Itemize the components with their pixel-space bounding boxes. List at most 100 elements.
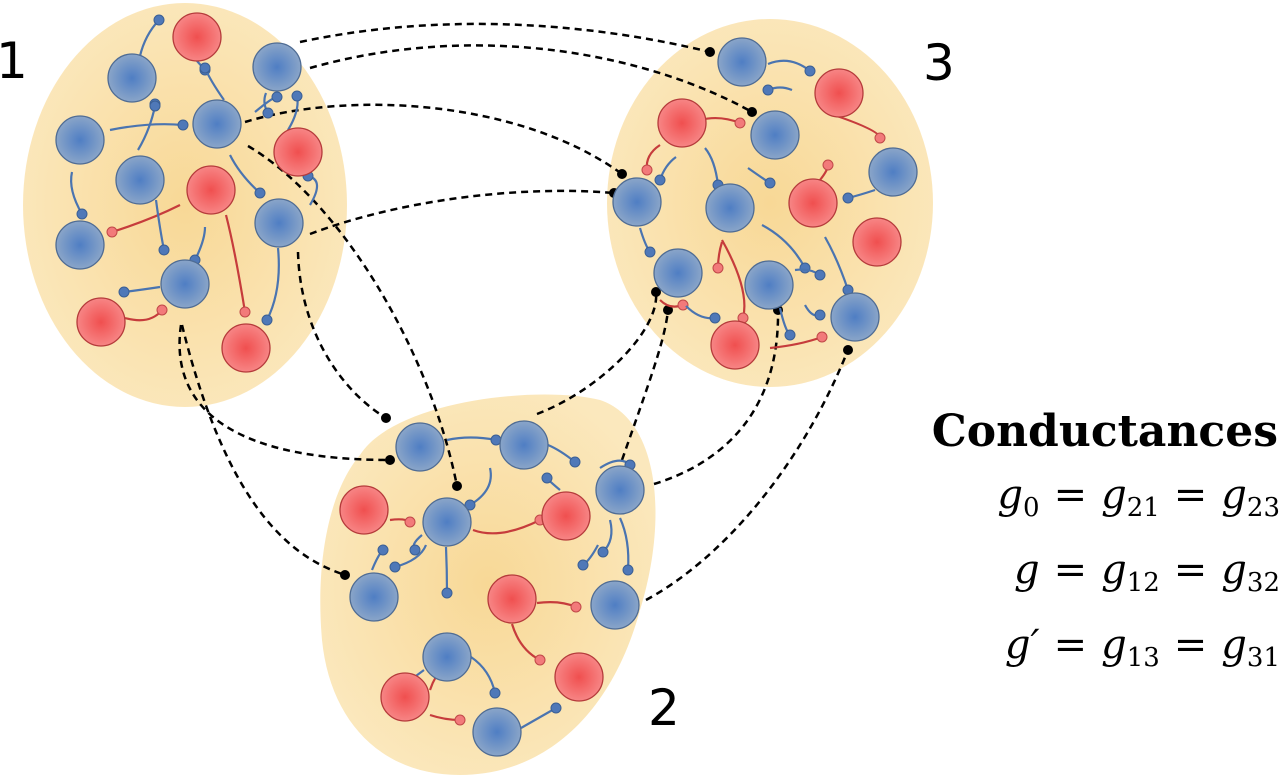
excitatory-synapse <box>109 123 184 132</box>
inter-cluster-edge <box>620 309 670 461</box>
inhibitory-synapse <box>111 204 181 234</box>
excitatory-neuron-cluster-2 <box>349 572 399 622</box>
synapse-terminal <box>489 687 501 699</box>
synapse-terminal <box>389 561 401 573</box>
synapse-terminal <box>762 84 774 96</box>
excitatory-neuron-cluster-1 <box>252 42 302 92</box>
inter-cluster-edge <box>309 189 615 236</box>
synapse-terminal <box>199 62 211 74</box>
synapse-terminal <box>534 654 546 666</box>
inter-edge-terminal <box>705 47 715 57</box>
excitatory-neuron-cluster-3 <box>744 260 794 310</box>
synapse-terminal <box>842 192 854 204</box>
inhibitory-neuron-cluster-1 <box>186 165 236 215</box>
excitatory-neuron-cluster-1 <box>192 99 242 149</box>
eq2-equals-b: = <box>1173 547 1208 593</box>
synapse-terminal <box>239 306 251 318</box>
cluster-label-2: 2 <box>648 679 680 737</box>
synapse-terminal <box>377 544 389 556</box>
eq1-equals-b: = <box>1173 472 1208 518</box>
inter-edge-terminal <box>617 169 627 179</box>
synapse-terminal <box>76 208 88 220</box>
excitatory-neuron-cluster-1 <box>254 198 304 248</box>
inter-edge-terminal <box>340 570 350 580</box>
synapse-terminal <box>641 164 653 176</box>
conductances-legend: Conductances g0 = g21 = g23 g = g12 = g32 g′ = g13… <box>880 400 1280 689</box>
synapse-terminal <box>644 246 656 258</box>
eq2-rhs: g <box>1221 547 1247 593</box>
inter-cluster-edge <box>247 144 459 487</box>
synapse-terminal <box>409 544 421 556</box>
excitatory-neuron-cluster-3 <box>612 177 662 227</box>
inter-cluster-edge <box>178 324 391 462</box>
eq1-rhs-sub: 23 <box>1246 493 1280 523</box>
eq3-mid-sub: 13 <box>1126 643 1160 673</box>
synapse-terminal <box>404 516 416 528</box>
inter-edge-terminal <box>843 345 853 355</box>
inhibitory-neuron-cluster-2 <box>339 485 389 535</box>
eq1-mid-sub: 21 <box>1126 493 1160 523</box>
inter-edge-terminal <box>385 455 395 465</box>
synapse-terminal <box>550 702 562 714</box>
synapse-terminal <box>734 117 746 129</box>
synapse-terminal <box>118 286 130 298</box>
synapse-terminal <box>291 90 303 102</box>
inter-cluster-edge <box>180 324 346 577</box>
inhibitory-synapse <box>224 214 247 313</box>
eq2-equals-a: = <box>1053 547 1088 593</box>
synapse-terminal <box>784 329 796 341</box>
synapse-terminal <box>464 499 476 511</box>
excitatory-neuron-cluster-3 <box>830 292 880 342</box>
inhibitory-neuron-cluster-3 <box>852 217 902 267</box>
inhibitory-neuron-cluster-3 <box>788 178 838 228</box>
inhibitory-neuron-cluster-3 <box>710 320 760 370</box>
eq3-rhs: g <box>1221 622 1247 668</box>
synapse-terminal <box>577 559 589 571</box>
synapse-terminal <box>816 331 828 343</box>
excitatory-neuron-cluster-3 <box>750 110 800 160</box>
synapse-terminal <box>454 714 466 726</box>
synapse-terminal <box>597 546 609 558</box>
inter-cluster-edge <box>299 22 711 54</box>
excitatory-neuron-cluster-1 <box>115 155 165 205</box>
inhibitory-neuron-cluster-1 <box>172 12 222 62</box>
inhibitory-neuron-cluster-3 <box>657 98 707 148</box>
synapse-terminal <box>106 226 118 238</box>
eq3-equals-a: = <box>1053 622 1088 668</box>
synapse-terminal <box>677 299 689 311</box>
synapse-terminal <box>622 564 634 576</box>
excitatory-neuron-cluster-1 <box>107 53 157 103</box>
synapse-terminal <box>709 312 721 324</box>
excitatory-neuron-cluster-3 <box>868 147 918 197</box>
excitatory-neuron-cluster-2 <box>595 465 645 515</box>
synapse-terminal <box>822 159 834 171</box>
eq3-mid: g <box>1101 622 1127 668</box>
synapse-terminal <box>814 269 826 281</box>
eq3-lhs: g′ <box>1004 622 1040 668</box>
legend-title: Conductances <box>931 406 1278 457</box>
inhibitory-neuron-cluster-2 <box>541 491 591 541</box>
synapse-terminal <box>814 309 826 321</box>
synapse-terminal <box>254 187 266 199</box>
eq3-rhs-sub: 31 <box>1246 643 1280 673</box>
inter-cluster-edge <box>244 103 623 176</box>
excitatory-neuron-cluster-2 <box>422 497 472 547</box>
inter-edge-terminal <box>651 287 661 297</box>
synapse-terminal <box>271 91 283 103</box>
synapse-terminal <box>570 601 582 613</box>
equation-row-1: g0 = g21 = g23 <box>880 464 1280 539</box>
inhibitory-synapse <box>472 519 541 535</box>
synapse-terminal <box>654 174 666 186</box>
synapse-terminal <box>177 119 189 131</box>
inhibitory-neuron-cluster-3 <box>814 68 864 118</box>
inter-cluster-edge <box>645 349 850 602</box>
excitatory-neuron-cluster-1 <box>55 220 105 270</box>
excitatory-neuron-cluster-2 <box>422 632 472 682</box>
equation-row-2: g = g12 = g32 <box>880 539 1280 614</box>
synapse-terminal <box>149 100 161 112</box>
synapse-terminal <box>712 262 724 274</box>
eq1-rhs: g <box>1221 472 1247 518</box>
inter-edge-terminal <box>663 305 673 315</box>
